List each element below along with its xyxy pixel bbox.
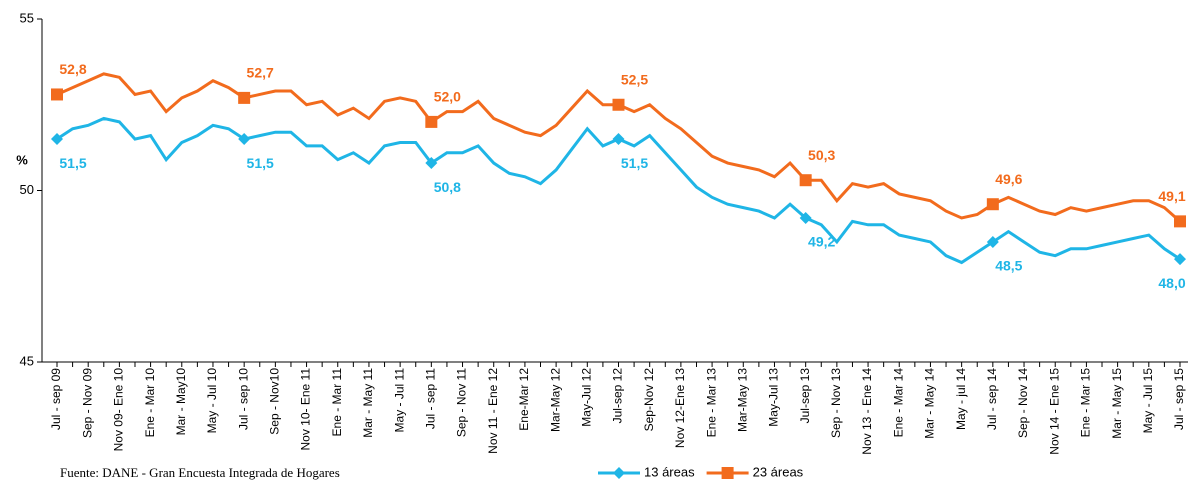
data-label: 49,1 — [1158, 188, 1185, 204]
data-label: 50,3 — [808, 147, 835, 163]
x-tick-label: Mar - May 15 — [1110, 368, 1124, 439]
x-tick-label: Jul-sep 13 — [798, 368, 812, 424]
y-tick-label: 55 — [20, 10, 34, 25]
x-tick-label: Jul - sep 14 — [985, 368, 999, 430]
legend-marker — [613, 467, 625, 479]
x-tick-label: May - Jul 11 — [392, 368, 406, 433]
x-tick-label: Ene-Mar 12 — [517, 368, 531, 431]
x-tick-label: May - Jul 15 — [1141, 368, 1155, 434]
data-label: 49,6 — [995, 171, 1022, 187]
y-tick-label: 50 — [20, 182, 34, 197]
x-tick-label: Sep - Nov 09 — [80, 368, 94, 438]
line — [56, 72, 1181, 223]
data-label: 51,5 — [247, 155, 274, 171]
data-label: 48,5 — [995, 258, 1022, 274]
marker — [1174, 215, 1186, 228]
marker — [1174, 253, 1186, 266]
data-label: 52,0 — [434, 89, 461, 105]
marker — [425, 115, 438, 128]
legend-marker — [721, 467, 734, 479]
legend-label: 23 áreas — [753, 464, 804, 479]
x-tick-label: Jul - sep 11 — [424, 368, 438, 429]
data-label: 52,8 — [59, 61, 86, 77]
x-tick-label: Nov 11 - Ene 12 — [486, 368, 500, 454]
x-tick-label: Nov 13 - Ene 14 — [860, 368, 874, 455]
x-tick-label: Sep - Nov 14 — [1016, 368, 1030, 438]
marker — [425, 157, 438, 170]
marker — [51, 133, 63, 146]
x-tick-label: Nov 10- Ene 11 — [299, 368, 313, 451]
x-tick-label: May-Jul 13 — [767, 368, 781, 427]
x-tick-label: Nov 14 - Ene 15 — [1047, 368, 1061, 455]
data-label: 48,0 — [1158, 275, 1185, 291]
marker — [799, 211, 812, 224]
x-tick-label: Sep-Nov 12 — [642, 368, 656, 432]
marker — [51, 88, 63, 101]
x-tick-label: Mar-May 12 — [548, 368, 562, 432]
data-label: 49,2 — [808, 234, 835, 250]
marker — [799, 174, 812, 187]
y-axis-label: % — [16, 152, 28, 167]
x-tick-label: Sep - Nov10 — [268, 368, 282, 435]
x-tick-label: Mar - May 14 — [923, 368, 937, 439]
marker — [238, 133, 251, 146]
source: Fuente: DANE - Gran Encuesta Integrada d… — [60, 465, 340, 480]
x-tick-label: Mar - May 11 — [361, 368, 375, 438]
x-tick-label: Sep - Nov 11 — [455, 368, 469, 437]
x-tick-label: Jul-sep 12 — [611, 368, 625, 424]
x-tick-label: Jul - sep 09 — [49, 368, 63, 430]
x-tick-label: Mar - May10 — [174, 368, 188, 436]
legend-label: 13 áreas — [644, 464, 695, 479]
y-tick-label: 45 — [20, 353, 34, 368]
x-tick-label: Nov 12-Ene 13 — [673, 368, 687, 448]
marker — [238, 91, 251, 104]
x-tick-label: Ene - Mar 10 — [143, 368, 157, 438]
x-tick-label: Jul - sep 15 — [1172, 368, 1186, 430]
x-tick-label: Ene - Mar 14 — [891, 368, 905, 438]
data-label: 51,5 — [621, 155, 648, 171]
x-tick-label: Sep - Nov 13 — [829, 368, 843, 438]
x-tick-label: Nov 09- Ene 10 — [112, 368, 126, 452]
x-tick-label: May - jul 14 — [954, 368, 968, 430]
x-tick-label: Ene - Mar 15 — [1079, 368, 1093, 438]
marker — [986, 235, 999, 248]
x-tick-label: Mar-May 13 — [735, 368, 749, 432]
x-tick-label: Jul - sep 10 — [236, 368, 250, 430]
x-tick-label: May - Jul 10 — [205, 368, 219, 434]
x-tick-label: Ene - Mar 11 — [330, 368, 344, 437]
marker — [986, 198, 999, 211]
marker — [612, 98, 625, 111]
marker — [612, 133, 625, 146]
data-label: 51,5 — [59, 155, 86, 171]
data-label: 52,7 — [247, 65, 274, 81]
data-label: 52,5 — [621, 71, 648, 87]
x-tick-label: Ene - Mar 13 — [704, 368, 718, 438]
data-label: 50,8 — [434, 179, 461, 195]
x-tick-label: May-Jul 12 — [579, 368, 593, 427]
